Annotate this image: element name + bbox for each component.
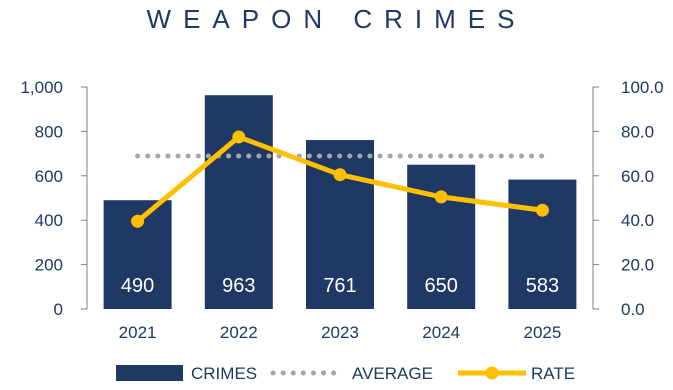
bar-data-label: 963 (222, 275, 255, 297)
y-axis-left-tick-label: 1,000 (20, 78, 63, 97)
y-axis-right-tick-label: 100.0 (621, 78, 664, 97)
legend-swatch-crimes (116, 365, 183, 381)
x-axis-tick-label: 2022 (220, 323, 258, 342)
lines-group (131, 130, 549, 228)
y-axis-left-tick-label: 800 (35, 122, 63, 141)
axes-group: 0 200 400 600 800 1,000 0.0 20.0 40.0 60.0 80.0 100… (20, 78, 663, 342)
legend-label-rate: RATE (531, 364, 575, 383)
y-axis-left-tick-label: 0 (54, 300, 63, 319)
x-axis-tick-label: 2021 (119, 323, 157, 342)
bar-data-label: 761 (323, 275, 356, 297)
y-axis-left-tick-label: 600 (35, 167, 63, 186)
y-axis-left-tick-label: 400 (35, 211, 63, 230)
rate-point (434, 190, 448, 204)
bar-crimes (508, 179, 577, 309)
labels-group: 490 963 761 650 583 (121, 275, 559, 297)
legend-label-average: AVERAGE (352, 364, 433, 383)
rate-point (232, 130, 246, 144)
x-axis-tick-label: 2025 (523, 323, 561, 342)
y-axis-right-tick-label: 40.0 (621, 211, 654, 230)
y-axis-left-tick-label: 200 (35, 256, 63, 275)
rate-point (333, 168, 347, 182)
rate-point (131, 214, 145, 228)
y-axis-right-tick-label: 0.0 (621, 300, 645, 319)
y-axis-right-tick-label: 80.0 (621, 122, 654, 141)
bar-crimes (407, 164, 476, 309)
legend-label-crimes: CRIMES (191, 364, 257, 383)
x-axis-tick-label: 2024 (422, 323, 460, 342)
legend-group: CRIMES AVERAGE RATE (116, 364, 575, 383)
y-axis-right-tick-label: 60.0 (621, 167, 654, 186)
rate-point (535, 203, 549, 217)
x-axis-tick-label: 2023 (321, 323, 359, 342)
legend-swatch-rate-marker (485, 366, 499, 380)
bar-data-label: 490 (121, 275, 154, 297)
bar-data-label: 583 (526, 275, 559, 297)
chart-title: WEAPON CRIMES (146, 4, 527, 34)
y-axis-right-tick-label: 20.0 (621, 256, 654, 275)
bar-data-label: 650 (425, 275, 458, 297)
